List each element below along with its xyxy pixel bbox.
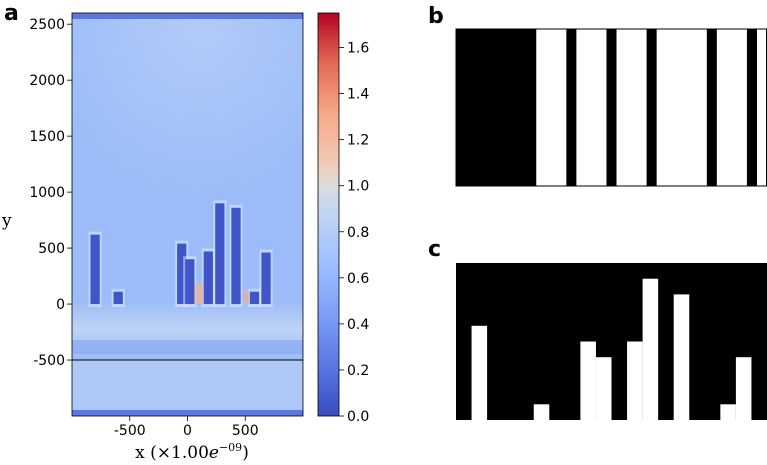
hotspot — [242, 290, 250, 305]
colorbar-tick-label: 1.6 — [347, 41, 369, 57]
panel-label-b: b — [428, 4, 444, 29]
x-tick-label: 500 — [232, 423, 259, 439]
field-image — [72, 13, 303, 416]
y-tick-label: 1000 — [29, 185, 65, 201]
pillar-8 — [261, 252, 271, 305]
height-column-5 — [533, 404, 550, 420]
y-tick-label: -500 — [33, 353, 65, 369]
panel-a-heatmap: -500 0 500 -500 0 500 1000 1500 2000 2500 x (×1.0… — [1, 12, 304, 463]
pillar-5 — [215, 203, 225, 305]
y-tick-label: 0 — [56, 297, 65, 313]
height-column-9 — [595, 357, 612, 420]
mask-stripe — [616, 29, 647, 186]
pillar-6 — [231, 207, 241, 305]
mask-stripe — [576, 29, 607, 186]
height-column-8 — [580, 341, 596, 420]
y-tick-label: 500 — [38, 241, 65, 257]
colorbar-tick-label: 0.0 — [347, 409, 369, 425]
pillar-4 — [203, 251, 213, 305]
height-column-11 — [627, 341, 643, 420]
mask-stripe — [716, 29, 747, 186]
colorbar-tick-label: 1.2 — [347, 133, 369, 149]
colorbar-tick-label: 1.0 — [347, 179, 369, 195]
colorbar-tick-label: 0.6 — [347, 271, 369, 287]
y-tick-label: 2000 — [29, 73, 65, 89]
pillar-0 — [90, 234, 100, 305]
colorbar-tick-label: 0.2 — [347, 363, 369, 379]
x-tick-label: 0 — [183, 423, 192, 439]
y-tick-label: 1500 — [29, 129, 65, 145]
colorbar-tick-label: 0.4 — [347, 317, 369, 333]
panel-label-c: c — [428, 237, 441, 262]
colorbar-tick-label: 1.4 — [347, 87, 369, 103]
pillar-2 — [177, 243, 187, 305]
colorbar-tick-label: 0.8 — [347, 225, 369, 241]
height-column-14 — [673, 294, 690, 420]
pillar-1 — [113, 291, 123, 305]
mask-stripe — [656, 29, 707, 186]
pillar-7 — [249, 291, 260, 305]
height-column-17 — [720, 404, 736, 420]
pillar-3 — [185, 259, 195, 305]
height-column-12 — [642, 278, 659, 420]
y-axis-label: y — [1, 211, 12, 231]
x-tick-label: -500 — [114, 423, 146, 439]
y-tick-label: 2500 — [29, 17, 65, 33]
height-column-18 — [735, 357, 752, 420]
colorbar: 0.0 0.2 0.4 0.6 0.8 1.0 1.2 1.4 1.6 — [317, 12, 369, 425]
panel-c-height-map — [456, 263, 767, 420]
mask-stripe — [536, 29, 567, 186]
panel-b-binary-mask — [455, 28, 767, 187]
mask-stripe — [756, 29, 767, 186]
height-column-1 — [471, 325, 488, 420]
panel-label-a: a — [4, 1, 19, 26]
hotspot — [194, 283, 204, 305]
x-axis-label: x (×1.00e−09) — [135, 441, 249, 463]
